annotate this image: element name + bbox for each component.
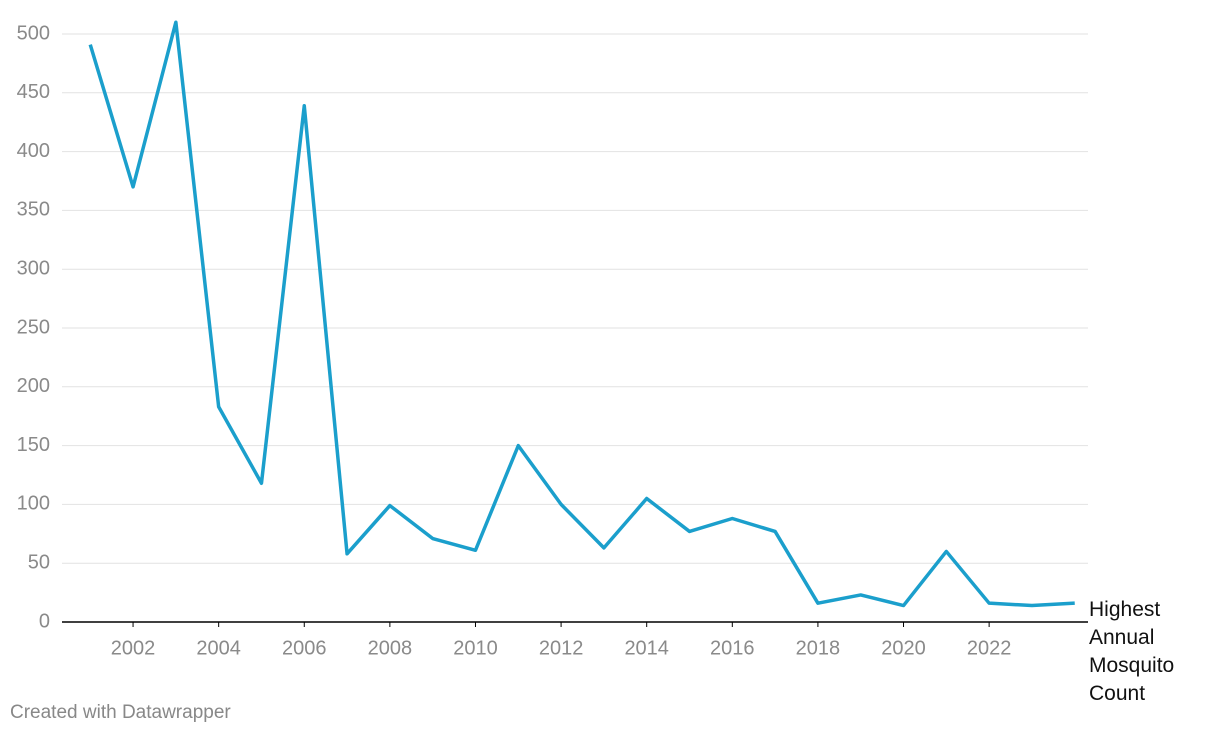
credit: Created with Datawrapper (10, 702, 231, 723)
y-tick-label: 250 (17, 316, 50, 338)
y-tick-label: 300 (17, 257, 50, 279)
x-tick-label: 2018 (796, 637, 841, 659)
x-tick-label: 2006 (282, 637, 327, 659)
x-tick-label: 2016 (710, 637, 755, 659)
x-tick-label: 2020 (881, 637, 926, 659)
x-tick-label: 2012 (539, 637, 584, 659)
y-tick-label: 200 (17, 375, 50, 397)
y-tick-label: 350 (17, 199, 50, 221)
y-tick-label: 400 (17, 140, 50, 162)
line (88, 20, 1075, 608)
y-tick-label: 50 (28, 551, 50, 573)
x-tick-label: 2002 (111, 637, 156, 659)
x-tick-label: 2010 (453, 637, 498, 659)
y-tick-label: 0 (39, 610, 50, 632)
x-tick-label: 2022 (967, 637, 1012, 659)
series-label: Highest Annual Mosquito Count (1089, 598, 1175, 705)
y-tick-label: 150 (17, 434, 50, 456)
x-tick-label: 2014 (624, 637, 669, 659)
y-tick-label: 450 (17, 81, 50, 103)
y-tick-label: 100 (17, 493, 50, 515)
x-tick-label: 2004 (196, 637, 241, 659)
y-tick-label: 500 (17, 22, 50, 44)
x-tick-label: 2008 (368, 637, 413, 659)
